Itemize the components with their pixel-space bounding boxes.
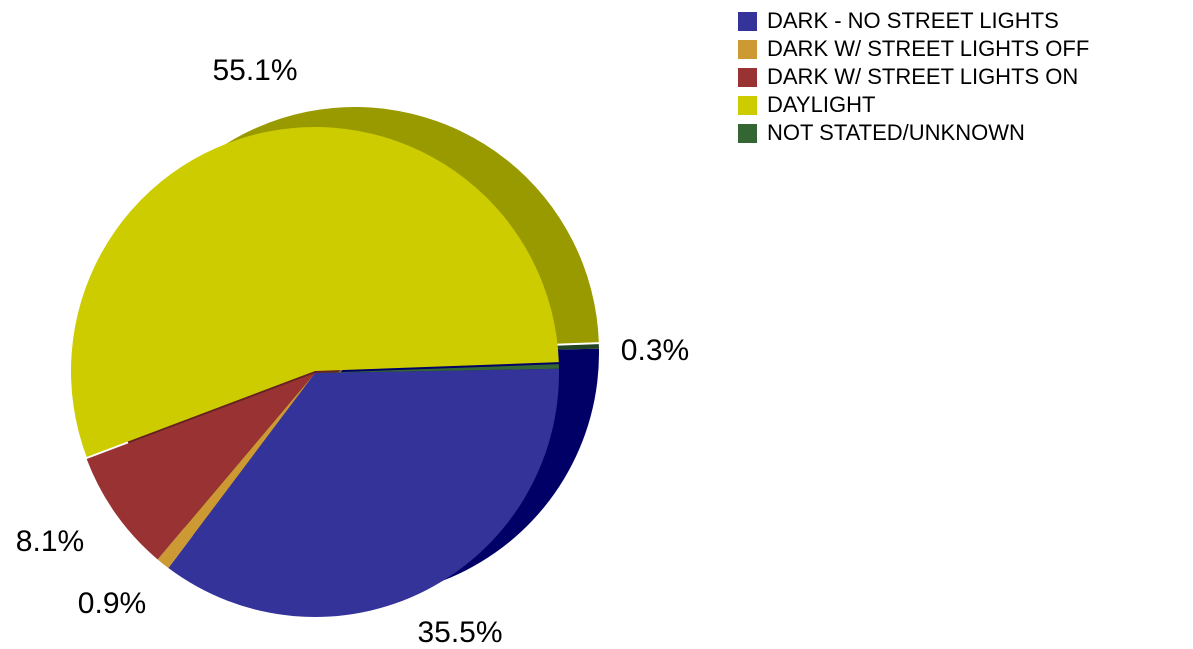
pie-slice-dark-no-street-lights — [168, 368, 559, 617]
slice-label-not-stated-unknown: 0.3% — [621, 334, 689, 367]
slice-label-dark-no-street-lights: 35.5% — [417, 616, 502, 649]
pie-slices — [70, 126, 559, 617]
legend-item-daylight: DAYLIGHT — [738, 91, 1089, 119]
legend-item-dark-w-street-lights-on: DARK W/ STREET LIGHTS ON — [738, 63, 1089, 91]
pie-value-labels: 35.5% 0.9% 8.1% 55.1% 0.3% — [16, 54, 689, 649]
legend-item-not-stated-unknown: NOT STATED/UNKNOWN — [738, 119, 1089, 147]
legend-label: DARK - NO STREET LIGHTS — [767, 8, 1059, 33]
chart-legend: DARK - NO STREET LIGHTS DARK W/ STREET LI… — [738, 7, 1089, 147]
legend-item-dark-no-street-lights: DARK - NO STREET LIGHTS — [738, 7, 1089, 35]
legend-item-dark-w-street-lights-off: DARK W/ STREET LIGHTS OFF — [738, 35, 1089, 63]
pie-slice-not-stated-unknown — [315, 364, 559, 373]
slice-label-dark-w-street-lights-off: 0.9% — [78, 587, 146, 620]
legend-swatch — [738, 67, 757, 87]
legend-label: NOT STATED/UNKNOWN — [767, 120, 1025, 145]
slice-label-daylight: 55.1% — [212, 54, 297, 87]
legend-swatch — [738, 123, 757, 143]
pie-slice-dark-w-street-lights-on — [86, 373, 315, 560]
legend-label: DAYLIGHT — [767, 92, 876, 117]
pie-slice-daylight — [70, 126, 559, 458]
pie-slice-dark-w-street-lights-off — [157, 373, 315, 569]
legend-label: DARK W/ STREET LIGHTS OFF — [767, 36, 1090, 61]
legend-swatch — [738, 95, 757, 115]
legend-swatch — [738, 11, 757, 31]
legend-label: DARK W/ STREET LIGHTS ON — [767, 64, 1079, 89]
slice-label-dark-w-street-lights-on: 8.1% — [16, 525, 84, 558]
legend-swatch — [738, 39, 757, 59]
